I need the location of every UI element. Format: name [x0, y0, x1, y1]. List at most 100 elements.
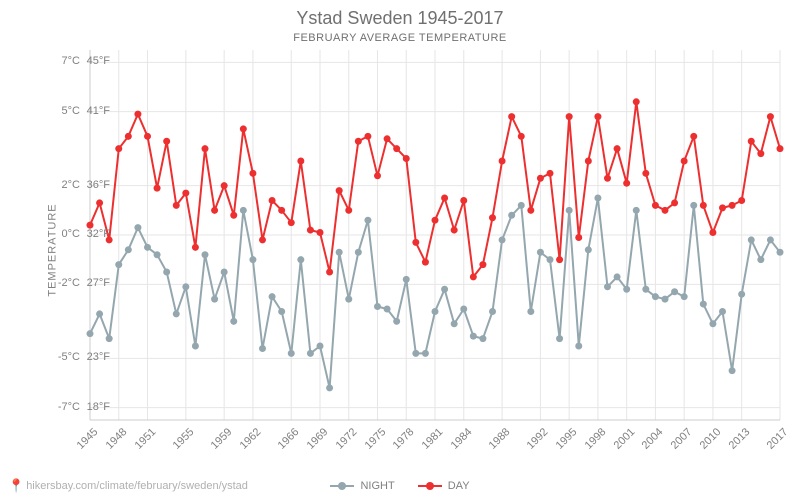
- series-marker-night: [403, 276, 410, 283]
- series-marker-night: [240, 207, 247, 214]
- series-marker-day: [432, 217, 439, 224]
- series-marker-day: [163, 138, 170, 145]
- series-marker-day: [585, 158, 592, 165]
- series-marker-night: [623, 286, 630, 293]
- series-marker-day: [288, 219, 295, 226]
- series-marker-day: [336, 187, 343, 194]
- series-marker-day: [374, 172, 381, 179]
- attribution-text: hikersbay.com/climate/february/sweden/ys…: [26, 480, 248, 492]
- y-tick-label-c: 5°C: [50, 105, 80, 117]
- series-marker-night: [307, 350, 314, 357]
- series-marker-day: [719, 204, 726, 211]
- legend-item-day: DAY: [418, 480, 470, 492]
- series-marker-day: [134, 111, 141, 118]
- series-marker-night: [374, 303, 381, 310]
- series-marker-day: [662, 207, 669, 214]
- y-tick-label-c: -2°C: [50, 277, 80, 289]
- legend-item-night: NIGHT: [330, 480, 394, 492]
- series-marker-day: [594, 113, 601, 120]
- series-marker-day: [479, 261, 486, 268]
- series-marker-night: [642, 286, 649, 293]
- y-tick-label-f: 45°F: [80, 55, 110, 67]
- series-marker-day: [604, 175, 611, 182]
- plot-area: [90, 50, 780, 420]
- series-marker-night: [326, 384, 333, 391]
- series-marker-night: [671, 288, 678, 295]
- y-tick-label-f: 36°F: [80, 179, 110, 191]
- series-marker-day: [441, 195, 448, 202]
- x-tick-label: 2013: [722, 426, 752, 456]
- plot-svg: [90, 50, 780, 420]
- series-marker-night: [412, 350, 419, 357]
- chart-title: Ystad Sweden 1945-2017: [0, 8, 800, 29]
- series-marker-night: [192, 343, 199, 350]
- series-marker-night: [144, 244, 151, 251]
- series-marker-night: [460, 306, 467, 313]
- series-marker-day: [403, 155, 410, 162]
- series-marker-night: [451, 320, 458, 327]
- series-marker-day: [767, 113, 774, 120]
- series-marker-night: [479, 335, 486, 342]
- y-tick-label-c: 7°C: [50, 55, 80, 67]
- series-marker-night: [134, 224, 141, 231]
- series-marker-night: [566, 207, 573, 214]
- y-tick-label-f: 18°F: [80, 401, 110, 413]
- series-marker-night: [106, 335, 113, 342]
- series-marker-day: [221, 182, 228, 189]
- series-marker-night: [585, 246, 592, 253]
- series-marker-night: [297, 256, 304, 263]
- series-marker-night: [556, 335, 563, 342]
- series-marker-day: [757, 150, 764, 157]
- series-marker-night: [441, 286, 448, 293]
- series-marker-day: [518, 133, 525, 140]
- series-marker-night: [767, 236, 774, 243]
- series-marker-night: [317, 343, 324, 350]
- series-marker-day: [269, 197, 276, 204]
- x-tick-label: 1981: [416, 426, 446, 456]
- series-marker-day: [173, 202, 180, 209]
- series-marker-day: [748, 138, 755, 145]
- legend-label-night: NIGHT: [360, 480, 394, 492]
- x-tick-label: 1988: [483, 426, 513, 456]
- series-marker-day: [547, 170, 554, 177]
- series-marker-day: [422, 259, 429, 266]
- y-tick-label-f: 23°F: [80, 351, 110, 363]
- x-tick-label: 2001: [607, 426, 637, 456]
- series-marker-day: [249, 170, 256, 177]
- series-marker-day: [777, 145, 784, 152]
- series-marker-day: [527, 207, 534, 214]
- chart-container: Ystad Sweden 1945-2017 FEBRUARY AVERAGE …: [0, 0, 800, 500]
- series-marker-day: [115, 145, 122, 152]
- series-marker-day: [470, 273, 477, 280]
- series-marker-day: [556, 256, 563, 263]
- series-marker-night: [96, 310, 103, 317]
- series-marker-night: [163, 269, 170, 276]
- series-marker-day: [671, 199, 678, 206]
- series-marker-night: [709, 320, 716, 327]
- series-marker-day: [393, 145, 400, 152]
- series-marker-day: [230, 212, 237, 219]
- series-marker-night: [288, 350, 295, 357]
- series-marker-day: [125, 133, 132, 140]
- series-marker-day: [211, 207, 218, 214]
- series-marker-day: [738, 197, 745, 204]
- x-tick-label: 1972: [330, 426, 360, 456]
- series-marker-day: [709, 229, 716, 236]
- series-marker-day: [566, 113, 573, 120]
- series-marker-night: [738, 291, 745, 298]
- series-marker-day: [614, 145, 621, 152]
- series-marker-day: [412, 239, 419, 246]
- x-tick-label: 2004: [636, 426, 666, 456]
- series-marker-night: [221, 269, 228, 276]
- series-marker-day: [575, 234, 582, 241]
- series-marker-day: [154, 185, 161, 192]
- x-tick-label: 1975: [358, 426, 388, 456]
- x-tick-label: 1962: [234, 426, 264, 456]
- series-marker-night: [690, 202, 697, 209]
- series-marker-night: [537, 249, 544, 256]
- series-marker-day: [633, 98, 640, 105]
- series-marker-night: [249, 256, 256, 263]
- series-marker-night: [662, 296, 669, 303]
- series-marker-day: [681, 158, 688, 165]
- series-marker-night: [364, 217, 371, 224]
